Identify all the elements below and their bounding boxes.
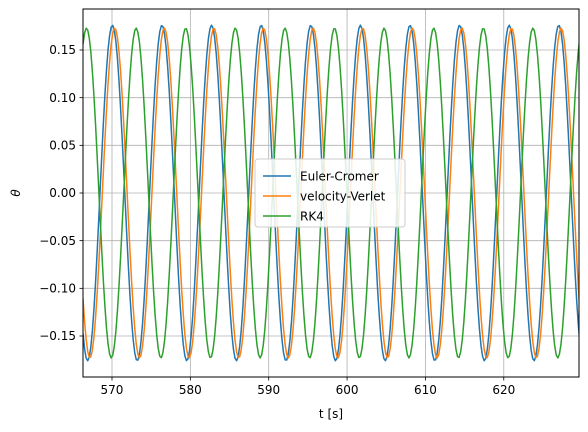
- series-line-velocity-verlet: [83, 27, 579, 359]
- series-line-euler-cromer: [83, 24, 579, 362]
- y-tick-label: −0.15: [39, 329, 76, 343]
- x-axis-label: t [s]: [319, 407, 343, 421]
- y-tick-label: 0.05: [49, 139, 76, 153]
- x-tick-label: 590: [257, 383, 280, 397]
- legend-label: velocity-Verlet: [300, 189, 386, 203]
- y-tick-label: 0.00: [49, 186, 76, 200]
- y-tick-label: 0.10: [49, 91, 76, 105]
- series-lines: [83, 24, 579, 362]
- x-tick-label: 570: [101, 383, 124, 397]
- legend-box: [254, 158, 406, 228]
- y-tick-label: −0.05: [39, 234, 76, 248]
- x-tick-label: 620: [492, 383, 515, 397]
- y-axis-label: θ: [9, 189, 23, 197]
- axis-ticks: 570 580 590 600 610 620 −0.15 −0.10 −0.05 0.00 0.0…: [39, 43, 515, 397]
- x-tick-label: 600: [336, 383, 359, 397]
- legend: Euler-Cromer velocity-Verlet RK4: [254, 158, 406, 228]
- x-tick-label: 610: [414, 383, 437, 397]
- legend-label: RK4: [300, 209, 324, 223]
- y-tick-label: −0.10: [39, 282, 76, 296]
- x-tick-label: 580: [179, 383, 202, 397]
- legend-label: Euler-Cromer: [300, 169, 379, 183]
- y-tick-label: 0.15: [49, 43, 76, 57]
- series-line-rk4: [83, 27, 579, 359]
